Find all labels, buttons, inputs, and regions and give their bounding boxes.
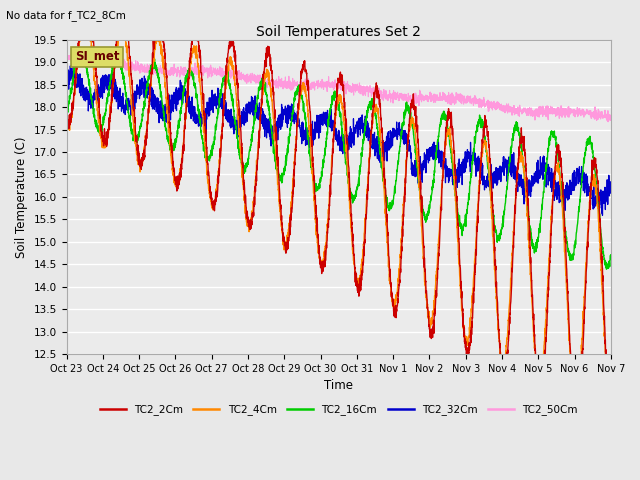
- TC2_32Cm: [157, 98, 165, 104]
- TC2_32Cm: [538, 166, 545, 172]
- TC2_2Cm: [596, 225, 604, 231]
- TC2_2Cm: [607, 429, 614, 435]
- TC2_50Cm: [125, 60, 132, 66]
- TC2_4Cm: [271, 142, 279, 148]
- TC2_32Cm: [598, 213, 606, 218]
- TC2_50Cm: [157, 69, 165, 75]
- TC2_2Cm: [125, 43, 132, 48]
- TC2_50Cm: [68, 48, 76, 54]
- TC2_16Cm: [295, 83, 303, 89]
- TC2_32Cm: [607, 188, 614, 194]
- Text: No data for f_TC2_8Cm: No data for f_TC2_8Cm: [6, 10, 126, 21]
- TC2_16Cm: [63, 113, 70, 119]
- TC2_50Cm: [538, 106, 545, 111]
- TC2_4Cm: [157, 51, 165, 57]
- TC2_4Cm: [538, 370, 545, 375]
- TC2_32Cm: [67, 63, 74, 69]
- TC2_4Cm: [596, 246, 604, 252]
- TC2_2Cm: [607, 428, 614, 434]
- TC2_50Cm: [271, 80, 279, 86]
- Legend: TC2_2Cm, TC2_4Cm, TC2_16Cm, TC2_32Cm, TC2_50Cm: TC2_2Cm, TC2_4Cm, TC2_16Cm, TC2_32Cm, TC…: [95, 400, 582, 420]
- X-axis label: Time: Time: [324, 379, 353, 392]
- TC2_4Cm: [81, 7, 89, 13]
- TC2_50Cm: [596, 113, 604, 119]
- TC2_16Cm: [125, 112, 132, 118]
- TC2_2Cm: [271, 129, 279, 134]
- TC2_16Cm: [271, 156, 279, 161]
- TC2_2Cm: [295, 97, 303, 103]
- Line: TC2_32Cm: TC2_32Cm: [67, 66, 611, 216]
- Line: TC2_50Cm: TC2_50Cm: [67, 51, 611, 122]
- TC2_2Cm: [538, 387, 545, 393]
- TC2_4Cm: [125, 64, 132, 70]
- TC2_32Cm: [271, 132, 279, 137]
- Line: TC2_4Cm: TC2_4Cm: [67, 10, 611, 423]
- Text: SI_met: SI_met: [75, 50, 119, 63]
- TC2_50Cm: [63, 52, 70, 58]
- TC2_16Cm: [157, 92, 165, 97]
- Title: Soil Temperatures Set 2: Soil Temperatures Set 2: [256, 24, 421, 38]
- TC2_16Cm: [607, 252, 614, 258]
- TC2_2Cm: [63, 113, 70, 119]
- Line: TC2_2Cm: TC2_2Cm: [67, 0, 611, 432]
- TC2_50Cm: [604, 119, 612, 125]
- Y-axis label: Soil Temperature (C): Soil Temperature (C): [15, 136, 28, 258]
- TC2_16Cm: [603, 266, 611, 272]
- TC2_4Cm: [63, 127, 70, 132]
- TC2_4Cm: [295, 107, 303, 112]
- TC2_32Cm: [295, 123, 303, 129]
- TC2_32Cm: [125, 100, 132, 106]
- TC2_16Cm: [596, 219, 604, 225]
- TC2_50Cm: [607, 116, 614, 121]
- TC2_32Cm: [63, 71, 70, 77]
- TC2_16Cm: [538, 206, 545, 212]
- TC2_32Cm: [596, 194, 604, 200]
- TC2_50Cm: [295, 82, 303, 87]
- TC2_4Cm: [607, 420, 614, 426]
- TC2_16Cm: [77, 45, 85, 51]
- TC2_2Cm: [157, 17, 165, 23]
- Line: TC2_16Cm: TC2_16Cm: [67, 48, 611, 269]
